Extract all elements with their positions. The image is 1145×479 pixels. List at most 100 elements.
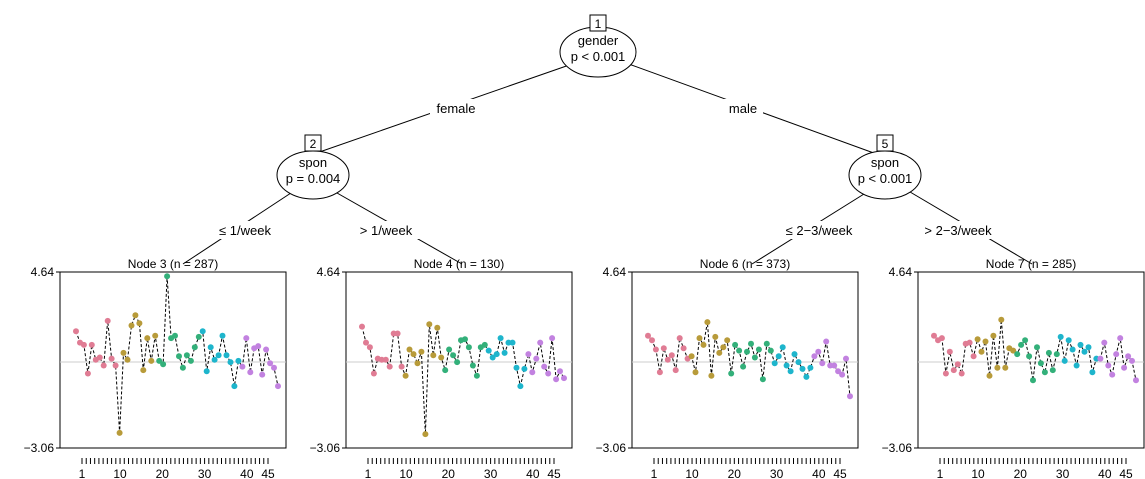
data-point	[1030, 377, 1036, 384]
data-point	[553, 376, 560, 383]
x-tick-label: 45	[1119, 467, 1133, 479]
data-point	[1125, 353, 1132, 360]
data-point	[398, 363, 405, 370]
data-point	[513, 364, 520, 371]
data-point	[195, 333, 202, 340]
data-point	[771, 360, 778, 367]
data-point	[227, 359, 234, 366]
x-tick-label: 45	[547, 467, 561, 479]
data-point	[160, 361, 167, 368]
data-point	[680, 345, 687, 352]
data-point	[152, 332, 159, 339]
data-point	[688, 353, 695, 360]
x-tick-label: 45	[833, 467, 847, 479]
x-tick-label: 20	[728, 467, 742, 479]
data-point	[187, 357, 194, 364]
data-point	[207, 344, 214, 351]
data-point	[1073, 362, 1080, 369]
data-point	[807, 364, 814, 371]
x-tick-label: 20	[1014, 467, 1028, 479]
panel-title: Node 6 (n = 373)	[700, 257, 790, 271]
data-point	[454, 359, 461, 366]
panel-title: Node 7 (n = 285)	[986, 257, 1076, 271]
data-point	[183, 352, 190, 359]
data-point	[434, 324, 441, 331]
node-variable-2: spon	[299, 155, 327, 170]
data-point	[533, 355, 540, 362]
data-point	[386, 363, 393, 370]
data-point	[100, 362, 107, 369]
x-tick-label: 45	[261, 467, 275, 479]
data-point	[1061, 357, 1068, 364]
data-point	[370, 370, 377, 377]
data-point	[645, 332, 651, 339]
node-id-5: 5	[882, 137, 889, 151]
x-tick-label: 40	[526, 467, 540, 479]
data-point	[136, 320, 143, 327]
data-point	[732, 341, 739, 348]
data-point	[438, 354, 445, 361]
data-point	[501, 349, 508, 356]
data-point	[497, 335, 504, 342]
node-id-1: 1	[595, 17, 602, 31]
data-point	[759, 376, 766, 383]
data-point	[120, 349, 127, 356]
data-point	[485, 347, 492, 354]
data-point	[446, 346, 453, 353]
data-point	[970, 353, 977, 360]
x-tick-label: 20	[156, 467, 170, 479]
data-point	[835, 368, 842, 375]
data-point	[382, 356, 389, 363]
data-point	[815, 348, 822, 355]
data-point	[235, 357, 242, 364]
x-tick-label: 30	[484, 467, 498, 479]
data-point	[831, 362, 838, 369]
data-point	[239, 363, 246, 370]
data-point	[1081, 348, 1088, 355]
data-point	[80, 341, 87, 348]
data-point	[481, 341, 488, 348]
terminal-panel-1: Node 3 (n = 287) 4.64 −3.06 1 10 20 30 40 45	[24, 257, 287, 479]
data-point	[751, 354, 758, 361]
node-variable-5: spon	[871, 155, 899, 170]
data-point	[1117, 335, 1124, 342]
data-point	[755, 346, 762, 353]
data-point	[982, 338, 989, 345]
data-point	[116, 429, 123, 436]
data-point	[541, 363, 548, 370]
data-point	[465, 344, 472, 351]
data-point	[521, 365, 528, 372]
data-point	[1034, 344, 1040, 351]
x-tick-label: 20	[442, 467, 456, 479]
node-id-2: 2	[310, 137, 317, 151]
data-point	[219, 332, 226, 339]
data-point	[724, 337, 731, 344]
data-point	[545, 370, 552, 377]
data-point	[799, 365, 806, 372]
data-point	[1069, 346, 1076, 353]
data-point	[164, 273, 171, 280]
data-point	[442, 367, 449, 374]
data-point	[247, 369, 254, 376]
data-point	[366, 344, 373, 351]
data-point	[958, 370, 965, 377]
data-point	[414, 360, 421, 367]
x-tick-label: 1	[365, 467, 372, 479]
node-pvalue-1: p < 0.001	[571, 49, 626, 64]
data-point	[537, 339, 544, 346]
panel-frame	[631, 271, 859, 449]
data-point	[1053, 351, 1060, 358]
data-point	[767, 347, 774, 354]
data-point	[450, 352, 457, 359]
data-point	[1018, 341, 1025, 348]
node-pvalue-2: p = 0.004	[286, 171, 341, 186]
data-point	[1041, 369, 1048, 376]
data-point	[1101, 339, 1108, 346]
panel-title: Node 3 (n = 287)	[128, 257, 218, 271]
data-point	[1121, 364, 1128, 371]
terminal-panel-2: Node 4 (n = 130) 4.64 −3.06 1 10 20 30 40 45	[310, 257, 573, 479]
x-tick-label: 30	[198, 467, 212, 479]
y-tick-label-max: 4.64	[31, 265, 55, 279]
data-point	[974, 336, 981, 343]
data-point	[124, 356, 131, 363]
